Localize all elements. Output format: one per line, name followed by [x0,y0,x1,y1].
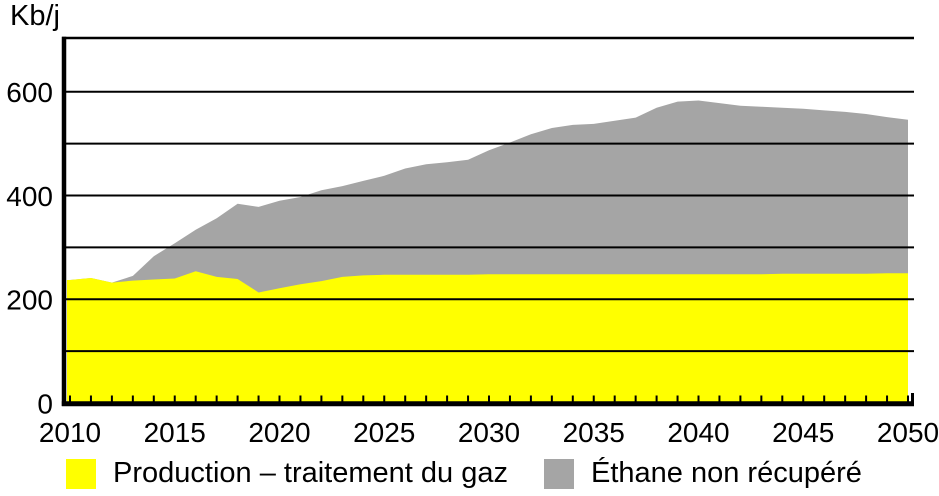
x-tick-label-2045: 2045 [772,417,834,448]
y-tick-label-400: 400 [6,181,53,212]
chart-legend: Production – traitement du gaz Éthane no… [0,457,939,493]
x-tick-label-2050: 2050 [877,417,939,448]
y-tick-label-0: 0 [37,389,53,420]
legend-item-production: Production – traitement du gaz [66,457,508,490]
x-tick-label-2020: 2020 [248,417,310,448]
stacked-area-chart: 0 200 400 600 2010 2015 2020 2025 2030 2035 2040 20… [6,36,939,448]
y-tick-label-600: 600 [6,77,53,108]
x-tick-label-2015: 2015 [144,417,206,448]
y-axis-unit-label: Kb/j [10,0,60,32]
legend-swatch-production [66,458,96,489]
legend-label-ethane: Éthane non récupéré [591,457,862,489]
x-tick-label-2010: 2010 [39,417,101,448]
x-tick-label-2025: 2025 [353,417,415,448]
legend-item-ethane: Éthane non récupéré [544,457,862,490]
x-tick-label-2030: 2030 [458,417,520,448]
y-tick-label-200: 200 [6,285,53,316]
legend-label-production: Production – traitement du gaz [113,457,508,489]
x-tick-label-2040: 2040 [667,417,729,448]
area-production-traitement-du-gaz [67,271,908,403]
legend-swatch-ethane [544,458,574,489]
x-tick-label-2035: 2035 [563,417,625,448]
